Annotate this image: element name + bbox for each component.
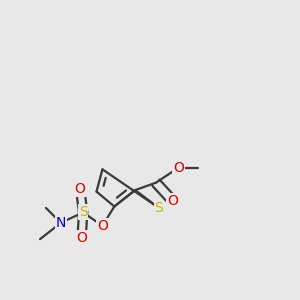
Text: S: S — [79, 206, 88, 219]
Text: N: N — [56, 216, 66, 230]
Text: O: O — [76, 231, 87, 245]
Text: S: S — [154, 201, 163, 215]
Text: O: O — [97, 219, 108, 233]
Text: O: O — [75, 182, 86, 196]
Text: O: O — [173, 161, 184, 175]
Text: O: O — [167, 194, 178, 208]
